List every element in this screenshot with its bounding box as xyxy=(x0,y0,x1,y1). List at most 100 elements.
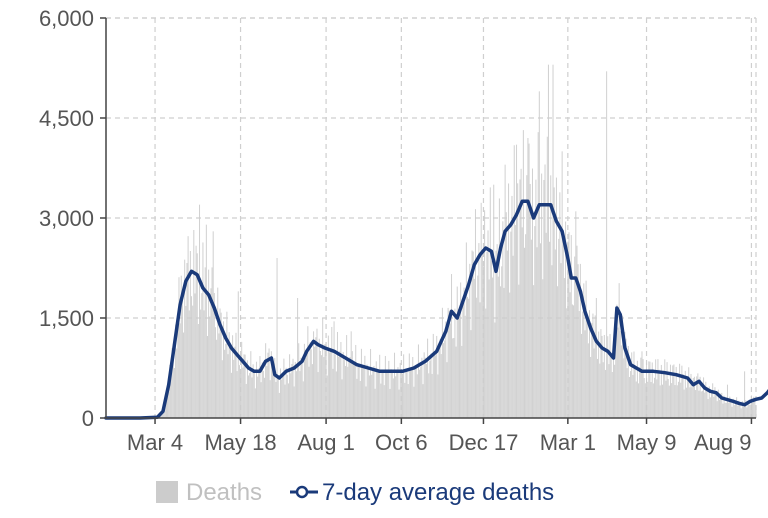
deaths-bar-day-517 xyxy=(695,390,697,418)
deaths-bar-day-331 xyxy=(482,266,484,418)
deaths-bar-day-482 xyxy=(655,359,657,418)
deaths-bar-day-122 xyxy=(244,354,246,418)
deaths-bar-day-527 xyxy=(706,387,708,418)
deaths-bar-day-163 xyxy=(291,363,293,418)
deaths-bar-day-179 xyxy=(309,342,311,418)
deaths-bar-day-260 xyxy=(401,373,404,418)
deaths-bar-day-157 xyxy=(284,384,286,418)
deaths-bar-day-506 xyxy=(682,374,684,418)
deaths-bar-day-533 xyxy=(713,396,715,418)
deaths-bar-day-246 xyxy=(386,371,388,418)
deaths-bar-day-363 xyxy=(519,179,521,418)
deaths-bar-day-304 xyxy=(452,338,454,418)
deaths-bar-day-348 xyxy=(502,221,504,418)
deaths-bar-day-459 xyxy=(628,377,630,418)
deaths-bar-day-158 xyxy=(285,367,287,418)
deaths-bar-day-381 xyxy=(539,243,541,418)
deaths-bar-day-243 xyxy=(382,371,384,418)
deaths-bar-day-358 xyxy=(513,145,515,418)
deaths-bar-day-387 xyxy=(546,136,548,419)
deaths-bar-day-491 xyxy=(665,380,667,418)
deaths-bar-day-502 xyxy=(677,381,679,418)
deaths-bar-day-199 xyxy=(332,368,334,418)
deaths-bar-day-224 xyxy=(360,348,362,418)
deaths-bar-day-53 xyxy=(165,391,167,418)
deaths-bar-day-177 xyxy=(307,326,309,418)
deaths-bar-day-215 xyxy=(350,331,352,418)
deaths-bar-day-356 xyxy=(511,195,513,418)
deaths-bar-day-307 xyxy=(455,346,457,418)
deaths-bar-day-269 xyxy=(412,357,414,418)
deaths-bar-day-490 xyxy=(664,359,666,418)
deaths-bar-day-245 xyxy=(384,355,386,418)
deaths-bar-day-407 xyxy=(569,292,571,418)
deaths-bar-day-109 xyxy=(229,346,231,418)
deaths-bar-day-458 xyxy=(627,345,629,418)
deaths-bar-day-92 xyxy=(210,288,212,418)
deaths-bar-day-151 xyxy=(277,376,279,418)
deaths-bar-day-453 xyxy=(622,315,624,418)
deaths-bar-day-257 xyxy=(398,389,400,418)
deaths-bar-day-514 xyxy=(691,387,693,418)
deaths-bar-day-450 xyxy=(618,283,620,418)
deaths-bar-day-383 xyxy=(542,279,544,418)
deaths-bar-day-63 xyxy=(177,325,179,418)
deaths-bar-day-436 xyxy=(602,362,604,418)
deaths-bar-day-298 xyxy=(445,321,447,418)
deaths-bar-day-339 xyxy=(492,277,494,418)
deaths-bar-day-290 xyxy=(436,335,438,418)
deaths-bar-day-118 xyxy=(240,373,242,418)
deaths-bar-day-494 xyxy=(668,385,670,418)
deaths-bar-day-489 xyxy=(663,370,665,418)
deaths-bar-day-443 xyxy=(610,354,612,418)
deaths-bar-day-238 xyxy=(376,370,378,418)
deaths-bar-day-549 xyxy=(731,406,733,418)
deaths-bar-day-322 xyxy=(472,251,474,418)
deaths-bar-day-394 xyxy=(554,249,556,418)
deaths-bar-day-561 xyxy=(745,400,747,418)
deaths-bar-day-524 xyxy=(703,377,705,418)
deaths-bar-day-55 xyxy=(168,391,170,418)
deaths-bar-day-375 xyxy=(533,285,535,418)
deaths-bar-day-334 xyxy=(486,251,488,418)
deaths-bar-day-97 xyxy=(216,339,218,418)
deaths-bar-day-559 xyxy=(742,406,744,418)
deaths-bar-day-261 xyxy=(403,354,405,418)
legend-average-circle-marker xyxy=(295,485,309,499)
x-tick-label-0: Mar 4 xyxy=(127,430,183,455)
deaths-bar-day-284 xyxy=(429,360,431,418)
deaths-bar-day-267 xyxy=(409,368,411,418)
deaths-bar-day-542 xyxy=(723,395,725,418)
deaths-bar-day-303 xyxy=(451,274,453,418)
deaths-bar-day-264 xyxy=(406,368,408,418)
deaths-bar-day-385 xyxy=(544,164,546,418)
deaths-bar-day-437 xyxy=(603,334,605,418)
deaths-bar-day-107 xyxy=(227,354,229,418)
deaths-bar-day-59 xyxy=(172,343,174,418)
deaths-bar-day-297 xyxy=(444,340,446,418)
deaths-bar-day-187 xyxy=(318,338,320,418)
deaths-bar-day-90 xyxy=(208,269,210,418)
deaths-bar-day-309 xyxy=(457,309,459,418)
deaths-bar-day-448 xyxy=(616,304,618,418)
deaths-bar-day-529 xyxy=(708,386,710,418)
deaths-bar-day-287 xyxy=(432,333,434,418)
deaths-bar-day-196 xyxy=(328,352,331,418)
deaths-bar-day-442 xyxy=(609,333,611,418)
legend: Deaths 7-day average deaths xyxy=(156,479,554,506)
deaths-bar-day-550 xyxy=(732,398,734,418)
deaths-bar-day-161 xyxy=(289,354,291,418)
deaths-bar-day-486 xyxy=(659,385,661,418)
deaths-bar-day-318 xyxy=(468,298,470,418)
deaths-bar-day-183 xyxy=(314,346,316,418)
deaths-bar-day-56 xyxy=(169,365,171,418)
deaths-bar-day-553 xyxy=(736,397,738,418)
deaths-bar-day-325 xyxy=(476,297,478,418)
deaths-bar-day-96 xyxy=(214,327,216,418)
deaths-bar-day-536 xyxy=(716,401,718,418)
deaths-bar-day-540 xyxy=(721,392,723,418)
deaths-bar-day-139 xyxy=(263,377,266,418)
deaths-bar-day-265 xyxy=(407,384,409,418)
deaths-bar-day-333 xyxy=(485,308,487,418)
deaths-bar-day-190 xyxy=(322,318,324,418)
